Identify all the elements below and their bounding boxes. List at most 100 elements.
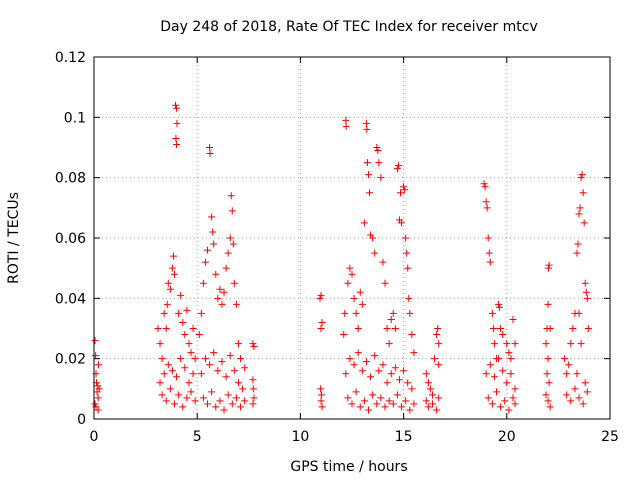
data-point: [563, 370, 571, 378]
data-point: [206, 361, 214, 369]
data-point: [505, 406, 513, 414]
data-point: [94, 394, 102, 402]
data-point: [204, 246, 212, 254]
data-point: [344, 279, 352, 287]
data-point: [164, 279, 172, 287]
y-tick-label: 0.04: [55, 291, 86, 307]
data-point: [317, 391, 325, 399]
data-point: [497, 403, 505, 411]
data-point: [405, 294, 413, 302]
data-point: [408, 385, 416, 393]
data-point: [367, 373, 375, 381]
data-point: [581, 379, 589, 387]
data-point: [369, 391, 377, 399]
data-point: [214, 367, 222, 375]
data-point: [402, 234, 410, 242]
data-point: [360, 397, 368, 405]
data-point: [543, 370, 551, 378]
data-point: [208, 388, 216, 396]
data-point: [401, 186, 409, 194]
data-point: [544, 355, 552, 363]
data-point: [210, 240, 218, 248]
data-point: [163, 300, 171, 308]
data-point: [545, 379, 553, 387]
data-point: [158, 391, 166, 399]
data-point: [575, 394, 583, 402]
data-point: [230, 367, 238, 375]
data-point: [435, 394, 443, 402]
data-point: [354, 325, 362, 332]
data-point: [156, 340, 164, 348]
data-point: [482, 198, 490, 206]
data-point: [181, 364, 189, 372]
data-point: [374, 147, 382, 155]
data-point: [422, 397, 430, 405]
data-point: [189, 325, 197, 332]
data-point: [92, 352, 100, 360]
data-point: [569, 325, 577, 332]
data-point: [544, 397, 552, 405]
data-point: [352, 388, 360, 396]
data-point: [400, 367, 408, 375]
data-point: [354, 349, 362, 357]
data-point: [318, 318, 326, 326]
data-point: [360, 219, 368, 227]
data-point: [230, 279, 238, 287]
data-point: [156, 379, 164, 387]
data-point: [379, 361, 387, 369]
data-point: [488, 309, 496, 317]
data-point: [168, 367, 176, 375]
data-point: [377, 174, 385, 182]
data-point: [91, 400, 99, 408]
data-point: [483, 204, 491, 212]
data-point: [422, 370, 430, 378]
data-point: [480, 180, 488, 188]
data-point: [400, 183, 408, 191]
data-point: [187, 388, 195, 396]
data-point: [350, 294, 358, 302]
data-point: [356, 288, 364, 296]
data-point: [350, 361, 358, 369]
data-point: [166, 285, 174, 293]
data-point: [371, 352, 379, 360]
data-point: [511, 400, 519, 408]
y-tick-label: 0.06: [55, 231, 86, 247]
data-point: [177, 291, 185, 299]
data-point: [224, 249, 232, 257]
data-point: [574, 240, 582, 248]
data-point: [222, 264, 230, 272]
data-point: [234, 379, 242, 387]
data-point: [496, 303, 504, 311]
data-point: [579, 189, 587, 197]
data-point: [395, 376, 403, 384]
y-axis-label: ROTI / TECUs: [6, 192, 22, 284]
data-point: [162, 325, 170, 332]
data-point: [183, 394, 191, 402]
data-point: [183, 306, 191, 314]
data-point: [584, 325, 592, 332]
data-point: [573, 249, 581, 257]
data-point: [391, 364, 399, 372]
data-point: [197, 309, 205, 317]
data-point: [348, 400, 356, 408]
data-point: [575, 210, 583, 218]
data-point: [406, 406, 414, 414]
data-point: [169, 252, 177, 260]
y-tick-label: 0: [77, 412, 86, 428]
data-point: [583, 294, 591, 302]
data-point: [571, 385, 579, 393]
data-point: [179, 318, 187, 326]
data-point: [234, 340, 242, 348]
x-tick-label: 0: [90, 429, 99, 445]
x-tick-label: 5: [193, 429, 202, 445]
data-point: [366, 189, 374, 197]
data-point: [544, 264, 552, 272]
y-tick-label: 0.08: [55, 171, 86, 187]
data-point: [95, 385, 103, 393]
y-tick-label: 0.02: [55, 352, 86, 368]
data-point: [580, 219, 588, 227]
data-point: [317, 385, 325, 393]
data-point: [239, 385, 247, 393]
data-point: [486, 361, 494, 369]
data-point: [406, 309, 414, 317]
